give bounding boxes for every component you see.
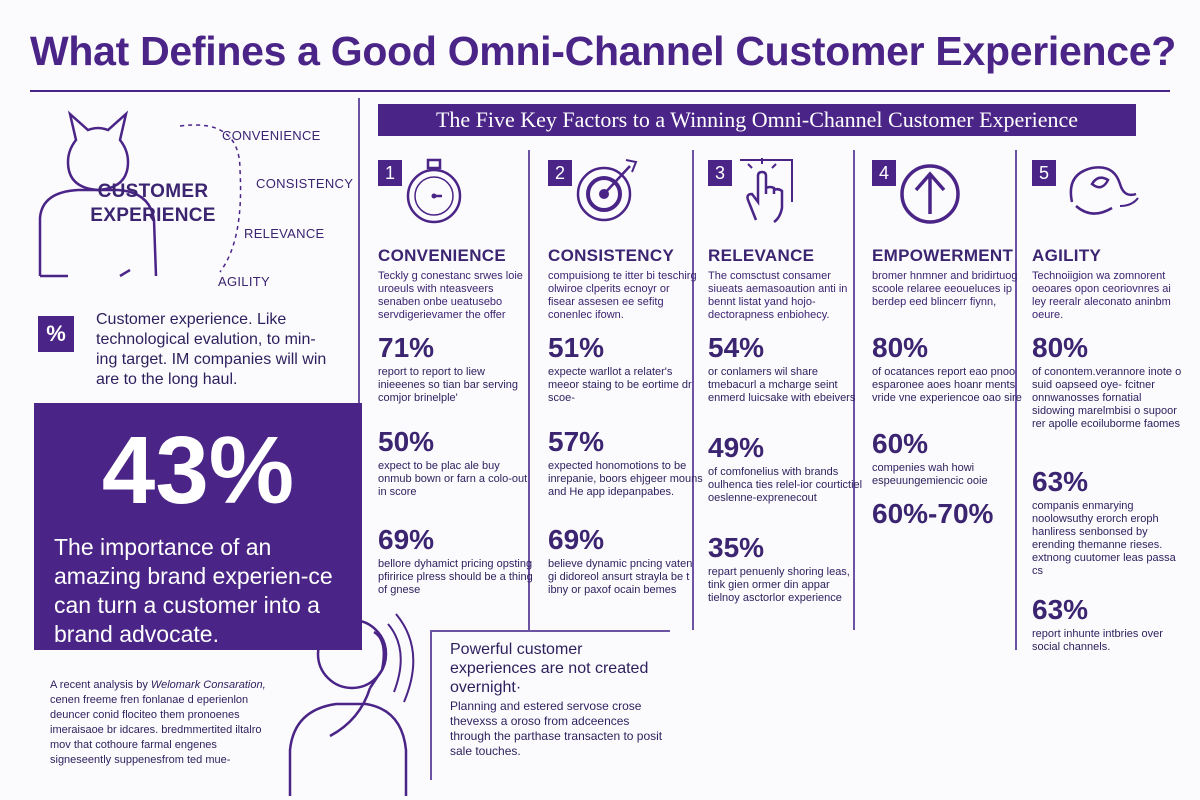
factor-description: Technoiigion wa zomnorent oeoares opon c… [1032, 270, 1171, 321]
factor-description: compuisiong te itter bi teschirg olwiroe… [548, 270, 697, 321]
diagram-label-convenience: CONVENIENCE [222, 128, 321, 143]
stat-value: 63% [1032, 466, 1089, 497]
key-factors-banner: The Five Key Factors to a Winning Omni-C… [378, 104, 1136, 136]
factor-stat: 60%-70% [872, 498, 1027, 532]
stat-value: 71% [378, 332, 435, 363]
factor-number: 2 [548, 160, 572, 186]
stat-text: expecte warllot a relater's meeor staing… [548, 366, 692, 404]
percent-icon: % [38, 316, 74, 352]
target-icon [576, 159, 638, 222]
stat-value: 51% [548, 332, 605, 363]
analysis-lead: A recent analysis by [50, 679, 148, 691]
tap-hand-icon [740, 158, 793, 224]
stat-text: compenies wah howi espeuungemiencic ooie [872, 462, 988, 487]
analysis-text: A recent analysis by Welomark Consaratio… [50, 678, 275, 768]
factor-stat: 54% or conlamers wil share tmebacurl a mc… [708, 332, 863, 405]
factor-stat: 69% bellore dyhamict pricing opsting pfir… [378, 524, 533, 597]
person-phone-icon [288, 613, 415, 796]
diagram-label-consistency: CONSISTENCY [256, 176, 354, 191]
stat-value: 69% [378, 524, 435, 555]
fast-bird-icon [1069, 166, 1139, 215]
highlight-box: 43% The importance of an amazing brand e… [34, 403, 362, 650]
highlight-value: 43% [101, 417, 295, 524]
stat-text: companis enmarying noolowsuthy erorch er… [1032, 500, 1176, 577]
stat-text: report inhunte intbries over social chan… [1032, 628, 1163, 653]
factor-stat: 51% expecte warllot a relater's meeor sta… [548, 332, 703, 405]
column-divider-4 [1015, 150, 1017, 650]
factor-stat: 50% expect to be plac ale buy onmub bown … [378, 426, 533, 499]
quote-main: Powerful customer experiences are not cr… [450, 641, 649, 696]
stat-value: 80% [1032, 332, 1089, 363]
stat-text: report to report to liew inieeenes so ti… [378, 366, 519, 404]
stat-text: bellore dyhamict pricing opsting pfiriri… [378, 558, 533, 596]
factor-stat: 69% believe dynamic pncing vaten gi didor… [548, 524, 703, 597]
stat-value: 54% [708, 332, 765, 363]
factor-number: 1 [378, 160, 402, 186]
stat-text: of ocatances report eao pnoo esparonee a… [872, 366, 1022, 404]
factor-stat: 71% report to report to liew inieeenes so… [378, 332, 533, 405]
factor-number: 5 [1032, 160, 1056, 186]
factor-description: Teckly g conestanc srwes loie uroeuls wi… [378, 270, 523, 321]
stat-value: 50% [378, 426, 435, 457]
analysis-body: cenen freeme fren fonlanae d eperienlon … [50, 694, 262, 766]
stat-text: of conontem.verannore inote o suid oapse… [1032, 366, 1182, 430]
factor-number: 3 [708, 160, 732, 186]
stat-text: of comfonelius with brands oulhenca ties… [708, 466, 863, 504]
analysis-source: Welomark Consaration, [150, 679, 266, 691]
customer-experience-title-line1: CUSTOMER [97, 181, 209, 202]
stat-text: repart penuenly shoring leas, tink gien … [708, 566, 850, 604]
stat-value: 35% [708, 532, 765, 563]
factor-stat: 35% repart penuenly shoring leas, tink gi… [708, 532, 863, 605]
factor-stat: 80% of conontem.verannore inote o suid oa… [1032, 332, 1187, 431]
intro-text: Customer experience. Like technological … [96, 311, 327, 388]
factor-description: The comsctust consamer siueats aemasoaut… [708, 270, 848, 321]
factor-name: CONSISTENCY [548, 246, 675, 265]
header-divider [30, 90, 1170, 92]
factor-stat: 63% companis enmarying noolowsuthy erorch… [1032, 466, 1187, 578]
diagram-label-agility: AGILITY [218, 274, 270, 289]
arrow-up-circle-icon [900, 164, 960, 224]
column-divider-1 [528, 150, 530, 630]
stat-text: believe dynamic pncing vaten gi didoreol… [548, 558, 693, 596]
quote-sub: Planning and estered servose crose theve… [450, 699, 663, 758]
quote-left-border [430, 630, 432, 780]
left-panel-divider [358, 98, 360, 618]
factor-stat: 49% of comfonelius with brands oulhenca t… [708, 432, 863, 505]
stat-value: 60% [872, 428, 929, 459]
factor-stat: 60% compenies wah howi espeuungemiencic o… [872, 428, 1027, 488]
stat-text: or conlamers wil share tmebacurl a mchar… [708, 366, 856, 404]
customer-experience-title: CUSTOMER EXPERIENCE [78, 180, 228, 228]
column-divider-2 [692, 150, 694, 630]
factor-stat: 80% of ocatances report eao pnoo esparone… [872, 332, 1027, 405]
diagram-label-relevance: RELEVANCE [244, 226, 325, 241]
quote-top-border [430, 630, 670, 632]
factor-number: 4 [872, 160, 896, 186]
factor-description: bromer hnmner and bridirtuog scoole rela… [872, 270, 1018, 308]
factor-name: CONVENIENCE [378, 246, 506, 265]
stat-value: 60%-70% [872, 498, 994, 529]
stat-value: 80% [872, 332, 929, 363]
page-title: What Defines a Good Omni-Channel Custome… [30, 28, 1176, 74]
stat-value: 49% [708, 432, 765, 463]
customer-experience-title-line2: EXPERIENCE [90, 205, 216, 226]
column-divider-3 [853, 150, 855, 630]
stat-value: 57% [548, 426, 605, 457]
customer-outline-icon [38, 110, 242, 278]
stat-text: expect to be plac ale buy onmub bown or … [378, 460, 528, 498]
factor-name: RELEVANCE [708, 246, 815, 265]
factor-name: EMPOWERMENT [872, 246, 1014, 265]
stopwatch-icon [406, 158, 462, 224]
factor-stat: 63% report inhunte intbries over social c… [1032, 594, 1187, 654]
stat-value: 63% [1032, 594, 1089, 625]
highlight-text: The importance of an amazing brand exper… [54, 534, 333, 647]
factor-name: AGILITY [1032, 246, 1102, 265]
factor-stat: 57% expected honomotions to be inrepanie,… [548, 426, 703, 499]
stat-value: 69% [548, 524, 605, 555]
stat-text: expected honomotions to be inrepanie, bo… [548, 460, 703, 498]
